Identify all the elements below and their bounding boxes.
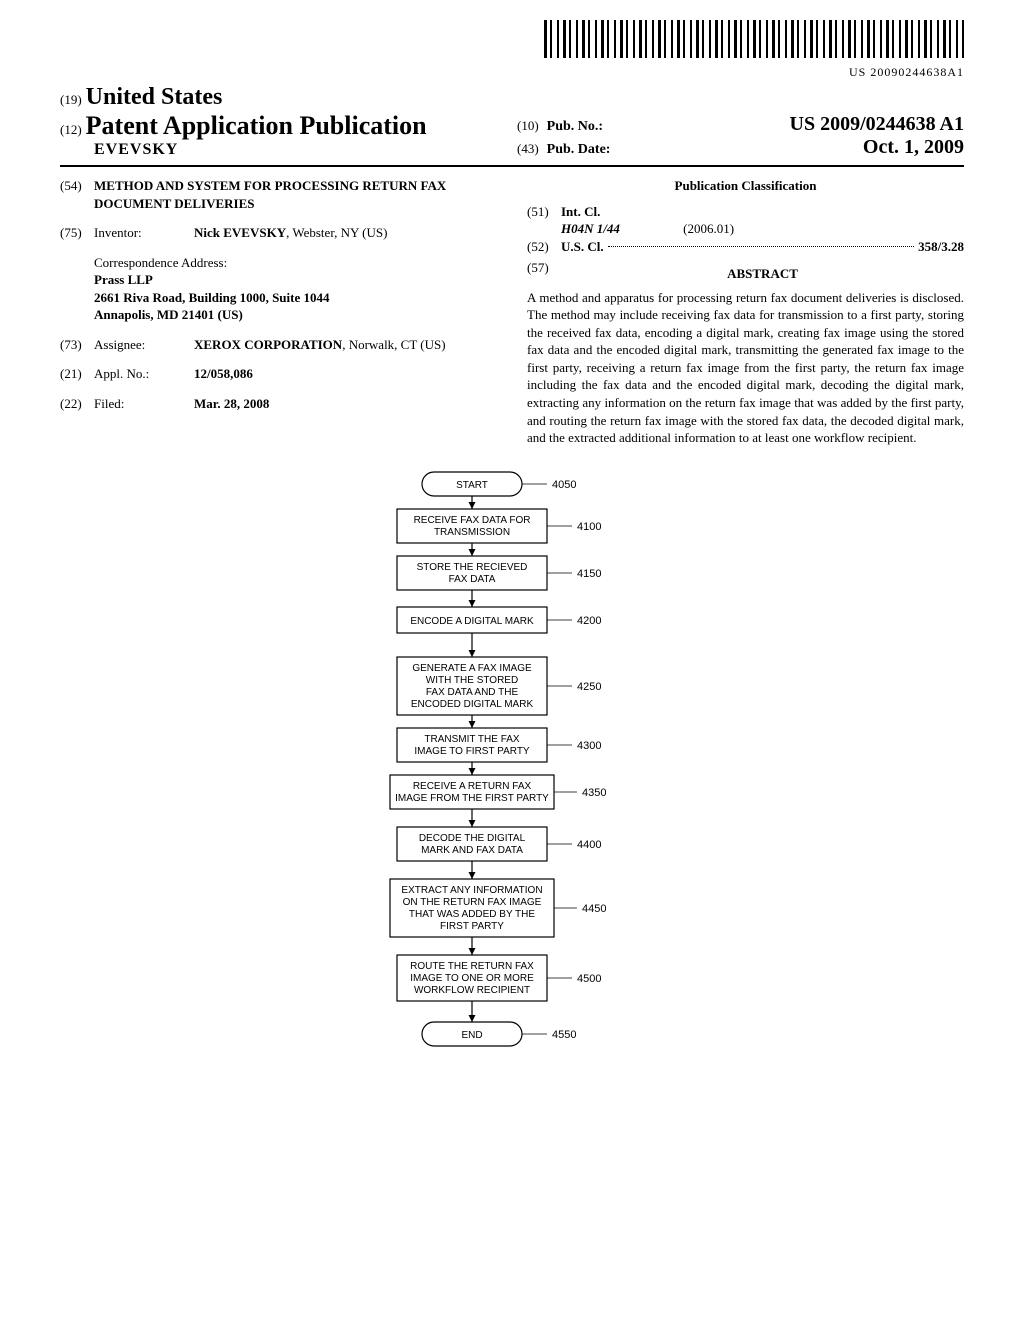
abstract-text: A method and apparatus for processing re…	[527, 289, 964, 447]
flow-n4450: 4450	[582, 903, 606, 915]
code-75: (75)	[60, 224, 94, 242]
pubdate: Oct. 1, 2009	[863, 136, 964, 159]
flow-n4250: 4250	[577, 681, 601, 693]
assignee-loc: , Norwalk, CT (US)	[342, 337, 445, 352]
code-54: (54)	[60, 177, 94, 212]
flowchart: START 4050 RECEIVE FAX DATA FOR TRANSMIS…	[60, 467, 964, 1207]
corr-name: Prass LLP	[94, 272, 153, 287]
code-10: (10)	[517, 118, 539, 134]
svg-text:RECEIVE FAX DATA FOR: RECEIVE FAX DATA FOR	[414, 515, 531, 526]
pubno: US 2009/0244638 A1	[790, 113, 964, 136]
classification-head: Publication Classification	[527, 177, 964, 195]
flow-start: START	[456, 480, 488, 491]
code-43: (43)	[517, 141, 539, 157]
svg-text:GENERATE A FAX IMAGE: GENERATE A FAX IMAGE	[412, 663, 532, 674]
svg-text:IMAGE FROM THE FIRST PARTY: IMAGE FROM THE FIRST PARTY	[395, 793, 549, 804]
svg-text:IMAGE TO FIRST PARTY: IMAGE TO FIRST PARTY	[414, 746, 530, 757]
flow-n4300: 4300	[577, 740, 601, 752]
svg-text:IMAGE TO ONE OR MORE: IMAGE TO ONE OR MORE	[410, 973, 534, 984]
corr-addr1: 2661 Riva Road, Building 1000, Suite 104…	[94, 290, 330, 305]
intcl-code: H04N 1/44	[561, 221, 620, 236]
svg-text:WORKFLOW RECIPIENT: WORKFLOW RECIPIENT	[414, 985, 530, 996]
filed-label: Filed:	[94, 395, 194, 413]
code-57: (57)	[527, 259, 561, 289]
code-21: (21)	[60, 365, 94, 383]
abstract-head: ABSTRACT	[561, 265, 964, 283]
flow-n4400: 4400	[577, 839, 601, 851]
inventor-loc: , Webster, NY (US)	[286, 225, 387, 240]
right-column: Publication Classification (51) Int. Cl.…	[527, 177, 964, 447]
assignee-value: XEROX CORPORATION, Norwalk, CT (US)	[194, 336, 497, 354]
svg-text:ROUTE THE RETURN FAX: ROUTE THE RETURN FAX	[410, 961, 534, 972]
svg-text:STORE THE RECIEVED: STORE THE RECIEVED	[417, 562, 528, 573]
flow-n4350: 4350	[582, 787, 606, 799]
barcode	[544, 20, 964, 58]
left-column: (54) METHOD AND SYSTEM FOR PROCESSING RE…	[60, 177, 497, 447]
uscl-label: U.S. Cl.	[561, 238, 604, 256]
assignee-name: XEROX CORPORATION	[194, 337, 342, 352]
barcode-text: US 20090244638A1	[60, 65, 964, 80]
pubno-label: Pub. No.:	[547, 119, 603, 135]
code-51: (51)	[527, 203, 561, 238]
dotted-leader	[608, 246, 915, 247]
code-73: (73)	[60, 336, 94, 354]
svg-text:FAX DATA: FAX DATA	[449, 574, 496, 585]
inventor-label: Inventor:	[94, 224, 194, 242]
svg-text:ENCODE A DIGITAL MARK: ENCODE A DIGITAL MARK	[410, 616, 534, 627]
svg-text:RECEIVE A RETURN FAX: RECEIVE A RETURN FAX	[413, 781, 532, 792]
svg-text:ENCODED DIGITAL MARK: ENCODED DIGITAL MARK	[411, 699, 534, 710]
biblio-columns: (54) METHOD AND SYSTEM FOR PROCESSING RE…	[60, 177, 964, 447]
intcl-date: (2006.01)	[683, 221, 734, 236]
code-12: (12)	[60, 122, 82, 137]
svg-text:FIRST PARTY: FIRST PARTY	[440, 921, 504, 932]
inventor-value: Nick EVEVSKY, Webster, NY (US)	[194, 224, 497, 242]
correspondence-block: Correspondence Address: Prass LLP 2661 R…	[94, 254, 497, 324]
svg-text:ON THE RETURN FAX IMAGE: ON THE RETURN FAX IMAGE	[403, 897, 542, 908]
header-author: EVEVSKY	[60, 141, 507, 159]
flow-end: END	[461, 1030, 482, 1041]
svg-text:THAT WAS ADDED BY THE: THAT WAS ADDED BY THE	[409, 909, 535, 920]
barcode-area: US 20090244638A1	[60, 20, 964, 80]
invention-title: METHOD AND SYSTEM FOR PROCESSING RETURN …	[94, 177, 497, 212]
svg-text:DECODE THE DIGITAL: DECODE THE DIGITAL	[419, 833, 526, 844]
flow-n4150: 4150	[577, 568, 601, 580]
intcl-label: Int. Cl.	[561, 204, 600, 219]
svg-text:FAX DATA AND THE: FAX DATA AND THE	[426, 687, 519, 698]
pubdate-label: Pub. Date:	[547, 142, 611, 158]
inventor-name: Nick EVEVSKY	[194, 225, 286, 240]
uscl-value: 358/3.28	[918, 238, 964, 256]
flow-n4500: 4500	[577, 973, 601, 985]
svg-text:EXTRACT ANY INFORMATION: EXTRACT ANY INFORMATION	[401, 885, 542, 896]
applno-label: Appl. No.:	[94, 365, 194, 383]
corr-addr2: Annapolis, MD 21401 (US)	[94, 307, 243, 322]
code-22: (22)	[60, 395, 94, 413]
code-52: (52)	[527, 238, 561, 256]
pub-title: Patent Application Publication	[86, 111, 427, 140]
page: US 20090244638A1 (19) United States (12)…	[0, 0, 1024, 1247]
country: United States	[86, 84, 223, 110]
svg-text:MARK AND FAX DATA: MARK AND FAX DATA	[421, 845, 523, 856]
flow-n4050: 4050	[552, 479, 576, 491]
assignee-label: Assignee:	[94, 336, 194, 354]
svg-text:TRANSMIT THE FAX: TRANSMIT THE FAX	[424, 734, 520, 745]
flow-n4550: 4550	[552, 1029, 576, 1041]
svg-text:WITH THE STORED: WITH THE STORED	[426, 675, 518, 686]
filed: Mar. 28, 2008	[194, 396, 269, 411]
svg-text:TRANSMISSION: TRANSMISSION	[434, 527, 510, 538]
header: (19) United States (12) Patent Applicati…	[60, 84, 964, 167]
corr-label: Correspondence Address:	[94, 254, 497, 272]
flowchart-svg: START 4050 RECEIVE FAX DATA FOR TRANSMIS…	[322, 467, 702, 1207]
flow-n4100: 4100	[577, 521, 601, 533]
code-19: (19)	[60, 92, 82, 107]
flow-n4200: 4200	[577, 615, 601, 627]
applno: 12/058,086	[194, 366, 253, 381]
